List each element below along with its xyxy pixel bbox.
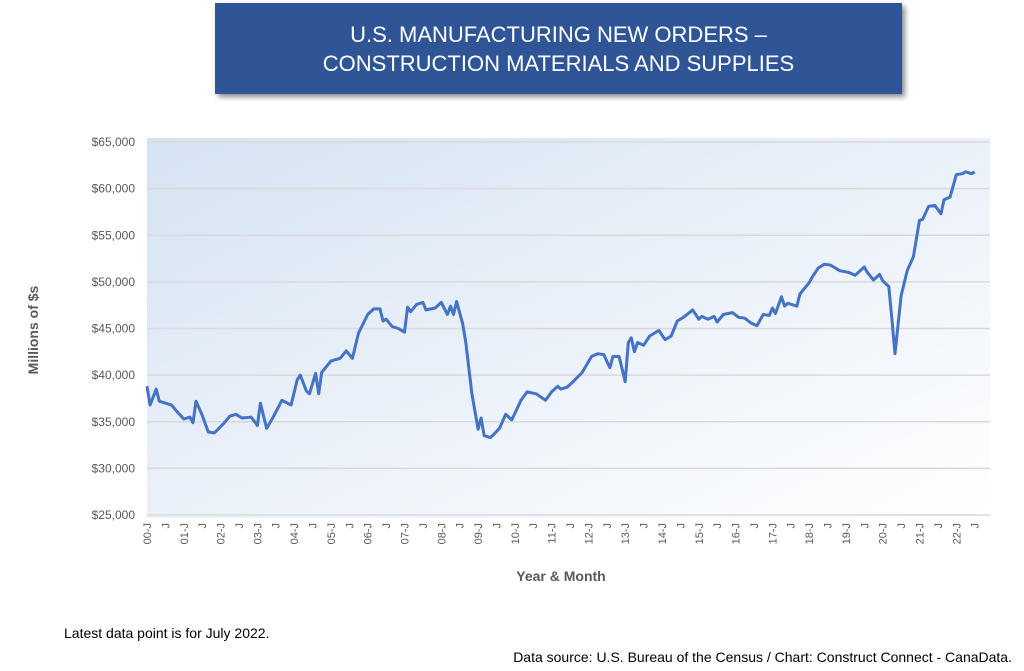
y-tick-label: $30,000 [92,461,136,475]
x-tick-label: 16-J [731,523,743,544]
x-tick-label: J [602,523,614,529]
x-tick-label: 08-J [436,523,448,544]
x-tick-label: 14-J [657,523,669,544]
y-tick-label: $60,000 [92,182,136,196]
x-tick-label: 13-J [620,523,632,544]
x-tick-label: 11-J [547,523,559,544]
x-tick-label: J [639,523,651,529]
series-line [145,170,976,440]
x-tick-label: 09-J [473,523,485,544]
x-tick-label: J [675,523,687,529]
x-tick-label: 01-J [179,523,191,544]
x-tick-label: J [271,523,283,529]
y-tick-label: $45,000 [92,322,136,336]
latest-data-note: Latest data point is for July 2022. [64,625,270,641]
x-tick-label: J [823,523,835,529]
x-tick-label: 07-J [399,523,411,544]
chart-title-line-2: CONSTRUCTION MATERIALS AND SUPPLIES [322,50,795,76]
data-source-note: Data source: U.S. Bureau of the Census /… [513,649,1012,665]
x-tick-label: J [786,523,798,529]
x-tick-label: 05-J [326,523,338,544]
x-tick-label: 18-J [804,523,816,544]
x-axis-title: Year & Month [516,568,605,584]
x-tick-label: J [455,523,467,529]
y-tick-label: $35,000 [92,415,136,429]
x-tick-label: J [160,523,172,529]
y-tick-label: $50,000 [92,275,136,289]
x-tick-label: J [381,523,393,529]
x-tick-label: 04-J [289,523,301,544]
x-tick-label: 20-J [878,523,890,544]
x-tick-label: 17-J [767,523,779,544]
x-tick-label: 10-J [510,523,522,544]
y-tick-label: $25,000 [92,508,136,522]
x-tick-label: 00-J [142,523,154,544]
x-tick-label: J [859,523,871,529]
x-tick-label: 22-J [951,523,963,544]
x-tick-label: 15-J [694,523,706,544]
x-tick-label: J [344,523,356,529]
x-tick-label: J [933,523,945,529]
x-tick-label: J [197,523,209,529]
y-tick-label: $40,000 [92,368,136,382]
x-tick-label: J [234,523,246,529]
x-tick-label: J [712,523,724,529]
x-tick-label: 06-J [363,523,375,544]
x-tick-label: 19-J [841,523,853,544]
x-tick-label: J [528,523,540,529]
y-tick-label: $65,000 [92,135,136,149]
x-tick-label: 03-J [252,523,264,544]
chart-title-line-1: U.S. MANUFACTURING NEW ORDERS – [350,21,767,47]
x-tick-label: J [896,523,908,529]
y-axis-title: Millions of $s [25,285,41,374]
x-tick-label: J [308,523,320,529]
x-tick-label: J [565,523,577,529]
y-tick-label: $55,000 [92,228,136,242]
x-tick-label: J [970,523,982,529]
chart-title-box: U.S. MANUFACTURING NEW ORDERS – CONSTRUC… [215,3,902,94]
x-tick-label: 02-J [216,523,228,544]
x-tick-label: J [749,523,761,529]
x-tick-label: 21-J [914,523,926,544]
x-tick-label: 12-J [583,523,595,544]
x-tick-label: J [418,523,430,529]
x-tick-label: J [491,523,503,529]
